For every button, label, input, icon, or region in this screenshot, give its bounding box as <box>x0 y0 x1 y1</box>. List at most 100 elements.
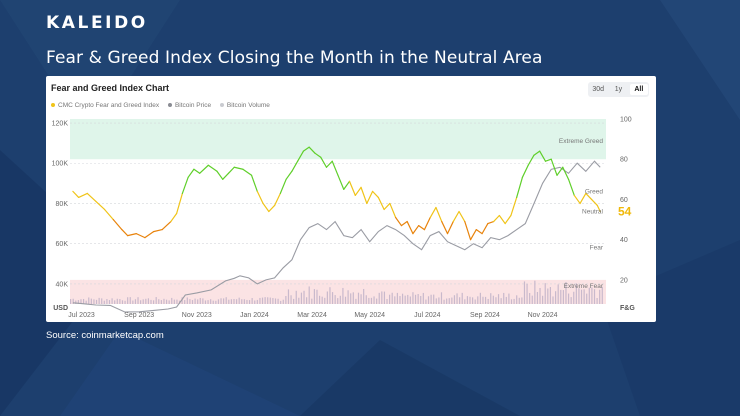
volume-bar <box>401 293 404 304</box>
volume-bar <box>350 293 352 304</box>
volume-bar <box>311 298 313 304</box>
legend-item-fgi[interactable]: CMC Crypto Fear and Greed Index <box>51 102 159 109</box>
fgi-line-segment <box>567 178 575 197</box>
x-tick-label: Sep 2023 <box>124 312 154 319</box>
y-right-tick-label: 60 <box>620 197 628 204</box>
volume-bar <box>357 292 360 304</box>
volume-bar <box>145 298 147 304</box>
volume-bar <box>124 300 126 304</box>
volume-bar <box>344 296 347 304</box>
y-right-tick-label: 20 <box>620 277 628 284</box>
fgi-line-segment <box>360 186 368 205</box>
fear-greed-chart: 40K 60K 80K 100K 120K 20 40 60 80 100 USD F&G Jul 20… <box>52 117 636 320</box>
volume-bar <box>433 294 435 304</box>
volume-bar <box>308 286 310 304</box>
volume-bar <box>152 300 155 304</box>
volume-bar <box>407 294 409 304</box>
volume-bar <box>256 299 258 304</box>
volume-bar <box>230 299 232 304</box>
volume-bar <box>303 290 305 304</box>
brand-logo: KALEIDO <box>46 13 148 33</box>
volume-bar <box>184 300 186 304</box>
volume-bar <box>440 292 443 304</box>
legend-item-btc-volume[interactable]: Bitcoin Volume <box>219 102 270 109</box>
volume-bar <box>88 297 90 304</box>
volume-bar <box>235 299 238 304</box>
volume-bar <box>542 295 544 304</box>
volume-bar <box>453 295 456 304</box>
chart-card: Fear and Greed Index Chart 30d 1y All CM… <box>46 76 656 322</box>
timeframe-1y-button[interactable]: 1y <box>614 86 623 93</box>
fgi-line-segment <box>481 222 489 235</box>
volume-bar <box>547 288 549 304</box>
volume-bar <box>280 300 282 304</box>
fgi-line-segment <box>406 220 414 235</box>
y-left-tick-label: 100K <box>52 161 69 168</box>
volume-bar <box>108 300 111 304</box>
volume-bar <box>168 300 170 304</box>
x-tick-label: Jan 2024 <box>240 312 269 319</box>
fgi-line-segment <box>176 192 183 215</box>
volume-bar <box>160 300 162 304</box>
legend-fgi-dot-icon <box>51 103 55 108</box>
volume-bar <box>277 298 279 304</box>
volume-bar <box>93 299 95 304</box>
fgi-line-segment <box>458 210 466 223</box>
fgi-line-segment <box>562 166 570 180</box>
fgi-line-segment <box>596 204 601 213</box>
volume-bar <box>570 297 572 304</box>
volume-bar <box>417 293 419 304</box>
volume-bar <box>98 297 100 304</box>
volume-bar <box>464 299 466 304</box>
volume-bar <box>451 297 453 304</box>
volume-bar <box>394 296 396 304</box>
extreme-greed-band <box>70 119 606 160</box>
volume-bar <box>225 297 227 304</box>
volume-bar <box>75 300 77 304</box>
volume-bar <box>396 292 398 304</box>
volume-bar <box>479 292 481 304</box>
volume-bar <box>601 286 603 304</box>
zone-label: Neutral <box>582 209 604 216</box>
volume-bar <box>567 293 570 304</box>
fgi-line-segment <box>320 156 328 168</box>
fgi-line-segment <box>144 231 155 239</box>
fgi-line-segment <box>297 150 305 162</box>
fgi-line-segment <box>539 150 547 162</box>
fgi-line-segment <box>383 202 391 211</box>
volume-bar <box>580 289 583 304</box>
volume-bar <box>593 289 596 304</box>
fgi-line-segment <box>181 176 189 195</box>
y-left-axis-title: USD <box>53 305 68 312</box>
timeframe-all-button[interactable]: All <box>629 84 648 95</box>
legend-item-btc-price[interactable]: Bitcoin Price <box>167 102 211 109</box>
volume-bar <box>259 297 261 304</box>
fgi-line-segment <box>103 208 114 221</box>
volume-bar <box>155 297 157 304</box>
timeframe-30d-button[interactable]: 30d <box>592 86 604 93</box>
legend-btc-volume-dot-icon <box>219 103 224 108</box>
volume-bar <box>497 294 500 304</box>
fgi-line-segment <box>193 168 201 174</box>
volume-bar <box>425 299 427 304</box>
fgi-line-segment <box>78 192 88 199</box>
fgi-line-segment <box>331 160 339 176</box>
volume-bar <box>513 298 515 304</box>
chart-legend: CMC Crypto Fear and Greed Index Bitcoin … <box>51 102 277 109</box>
volume-bar <box>293 298 295 304</box>
volume-bar <box>534 280 536 304</box>
volume-bar <box>484 296 487 304</box>
volume-bar <box>282 299 284 304</box>
volume-bar <box>207 300 209 304</box>
volume-bar <box>586 293 588 304</box>
fgi-line-segment <box>308 146 316 154</box>
volume-bar <box>459 297 461 304</box>
y-right-tick-label: 40 <box>620 237 628 244</box>
volume-bar <box>549 287 552 304</box>
fgi-line-segment <box>464 220 472 241</box>
volume-bar <box>272 298 274 304</box>
fgi-line-segment <box>423 216 431 231</box>
volume-bar <box>228 299 230 304</box>
fgi-line-segment <box>302 146 310 152</box>
volume-bar <box>469 296 471 304</box>
